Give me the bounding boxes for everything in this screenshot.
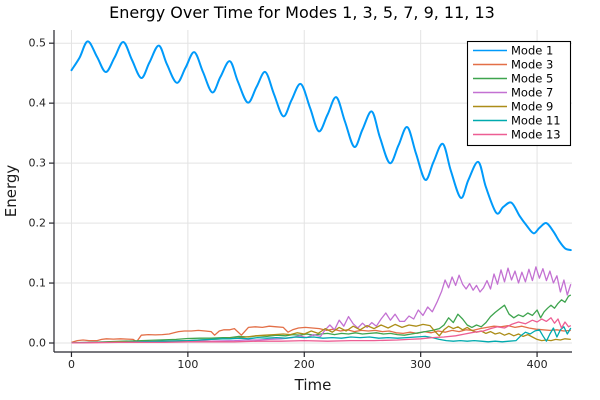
legend-box xyxy=(466,40,572,147)
y-tick-label: 0.0 xyxy=(29,337,47,350)
legend-entry-mode-7: Mode 7 xyxy=(473,86,553,100)
legend-entry-mode-3: Mode 3 xyxy=(473,58,553,72)
series-line-mode-11 xyxy=(71,326,572,344)
y-tick-label: 0.3 xyxy=(29,157,47,170)
series-line-mode-5 xyxy=(71,294,572,344)
legend-label-mode-13: Mode 13 xyxy=(511,128,561,142)
legend-entry-mode-9: Mode 9 xyxy=(473,100,553,114)
y-tick-label: 0.1 xyxy=(29,277,47,290)
series-line-mode-13 xyxy=(71,317,572,344)
legend-label-mode-7: Mode 7 xyxy=(511,86,553,100)
y-axis-label: Energy xyxy=(2,165,20,218)
legend-label-mode-11: Mode 11 xyxy=(511,114,561,128)
x-tick-label: 200 xyxy=(294,358,315,371)
x-tick-label: 0 xyxy=(68,358,75,371)
legend-label-mode-3: Mode 3 xyxy=(511,58,553,72)
legend-entry-mode-5: Mode 5 xyxy=(473,72,553,86)
x-tick-label: 400 xyxy=(527,358,548,371)
series-line-mode-3 xyxy=(71,324,571,344)
x-tick-label: 100 xyxy=(177,358,198,371)
plot-area xyxy=(70,40,572,344)
y-tick-label: 0.2 xyxy=(29,217,47,230)
legend-entry-mode-1: Mode 1 xyxy=(473,44,553,58)
legend-label-mode-9: Mode 9 xyxy=(511,100,553,114)
legend-entry-mode-13: Mode 13 xyxy=(473,128,561,142)
y-tick-label: 0.5 xyxy=(29,37,47,50)
x-tick-label: 300 xyxy=(410,358,431,371)
axes: 0 100 200 300 400 0.0 0.1 0.2 0.3 0.4 0.5 xyxy=(29,30,572,371)
chart-title: Energy Over Time for Modes 1, 3, 5, 7, 9… xyxy=(109,3,495,22)
legend-entry-mode-11: Mode 11 xyxy=(473,114,561,128)
y-tick-label: 0.4 xyxy=(29,97,47,110)
series-line-mode-7 xyxy=(71,266,572,344)
series-line-mode-9 xyxy=(71,323,571,344)
x-axis-label: Time xyxy=(294,376,332,394)
legend-label-mode-1: Mode 1 xyxy=(511,44,553,58)
series-line-mode-1 xyxy=(70,40,572,252)
legend-label-mode-5: Mode 5 xyxy=(511,72,553,86)
